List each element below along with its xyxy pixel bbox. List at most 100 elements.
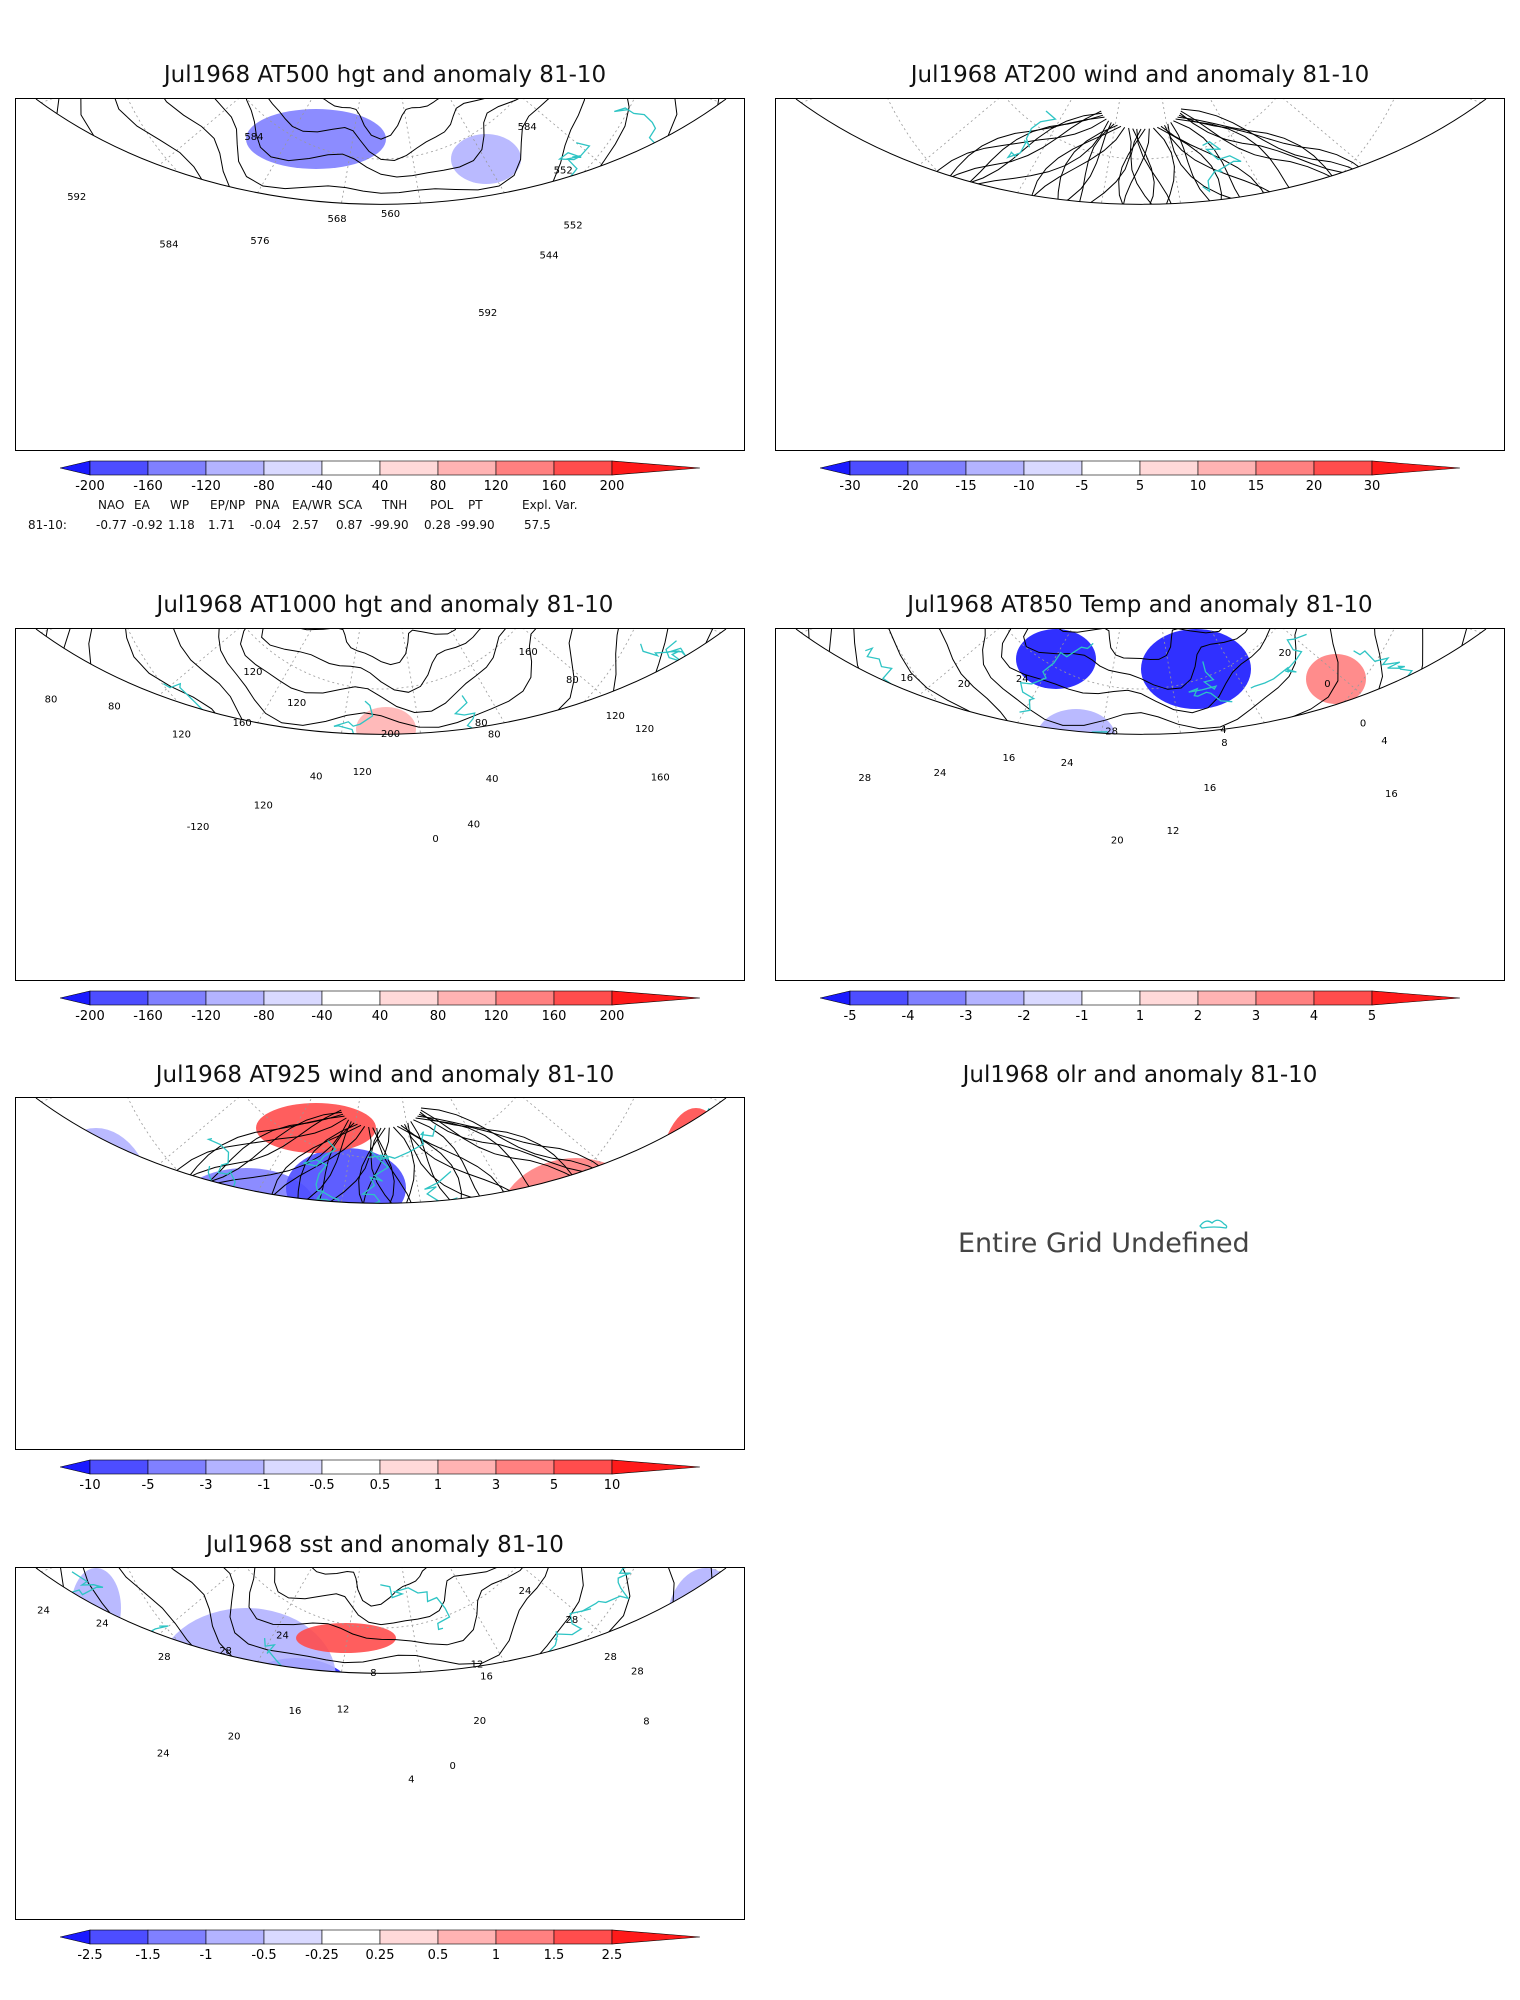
contour-label: 16: [480, 1671, 493, 1682]
contour-label: 120: [254, 800, 273, 811]
colorbar-segment: [379, 1929, 439, 1945]
colorbar-segment: [553, 990, 613, 1006]
colorbar-segment: [1313, 460, 1373, 476]
colorbar-segment: [553, 1929, 613, 1945]
contour-label: 80: [475, 718, 488, 729]
projection-mask: [776, 99, 1504, 450]
colorbar-segment: [437, 1459, 497, 1475]
colorbar-tick-label: 15: [1247, 479, 1265, 494]
contour-label: 24: [934, 768, 947, 779]
contour-label: 20: [1111, 835, 1124, 846]
contour-label: 20: [228, 1731, 241, 1742]
colorbar-tick-label: 3: [1251, 1009, 1261, 1024]
anomaly-blob: [1141, 629, 1251, 709]
tele-header: SCA: [338, 498, 363, 512]
panel-title-at925: Jul1968 AT925 wind and anomaly 81-10: [155, 1062, 615, 1088]
contour-label: -120: [187, 822, 210, 833]
tele-value: -99.90: [370, 518, 409, 532]
colorbar-tick-label: 0.25: [365, 1948, 395, 1963]
colorbar-tick-label: -2.5: [77, 1948, 103, 1963]
contour-label: 584: [244, 132, 263, 143]
contour-label: 0: [432, 834, 438, 845]
contour-label: 552: [564, 220, 583, 231]
colorbar-segment: [263, 1459, 323, 1475]
colorbar-segment: [495, 990, 555, 1006]
tele-value: -99.90: [456, 518, 495, 532]
anomaly-blob: [296, 1623, 396, 1653]
panel-title-at1000: Jul1968 AT1000 hgt and anomaly 81-10: [156, 592, 614, 618]
contour-label: 20: [958, 679, 971, 690]
contour-label: 200: [381, 729, 400, 740]
colorbar-at1000: -200 -160 -120 -80 -40 40 80 120 160 200: [60, 989, 700, 1029]
contour-label: 584: [159, 240, 178, 251]
colorbar-tick-label: 3: [491, 1478, 501, 1493]
colorbar-tick-label: -30: [839, 479, 861, 494]
colorbar-tick-label: -120: [191, 1009, 221, 1024]
colorbar-tick-label: -5: [843, 1009, 857, 1024]
map-at925: [15, 1097, 745, 1450]
colorbar-segment: [907, 990, 967, 1006]
tele-header: EA/WR: [292, 498, 333, 512]
colorbar-tick-label: 0.5: [427, 1948, 449, 1963]
colorbar-arrow-right: [611, 460, 700, 476]
hemisphere-edge: [35, 99, 727, 205]
map-at200: [775, 98, 1505, 451]
contour-label: 40: [486, 774, 499, 785]
contour-label: 160: [233, 718, 252, 729]
colorbar-at200: -30 -20 -15 -10 -5 5 10 15 20 30: [820, 459, 1460, 499]
contour-label: 576: [250, 236, 269, 247]
colorbar-arrow-left: [820, 460, 851, 476]
colorbar-tick-label: -80: [253, 479, 275, 494]
colorbar-arrow-left: [60, 990, 91, 1006]
tele-header: TNH: [382, 498, 408, 512]
tele-value: 0.87: [336, 518, 363, 532]
colorbar-tick-label: 2: [1193, 1009, 1203, 1024]
colorbar-segment: [1023, 460, 1083, 476]
contour-label: 28: [604, 1652, 617, 1663]
hemisphere-edge: [795, 629, 1487, 735]
colorbar-segment: [553, 460, 613, 476]
colorbar-segment: [205, 990, 265, 1006]
tele-value: -0.04: [250, 518, 282, 532]
colorbar-tick-label: 1: [1135, 1009, 1145, 1024]
colorbar-arrow-right: [611, 990, 700, 1006]
contour-label: 24: [276, 1631, 289, 1642]
projection-mask: [16, 1568, 744, 1919]
colorbar-at925: -10 -5 -3 -1 -0.5 0.5 1 3 5 10: [60, 1458, 700, 1498]
colorbar-tick-label: -120: [191, 479, 221, 494]
tele-row-label: 81-10:: [28, 518, 67, 532]
colorbar-tick-label: 200: [599, 1009, 625, 1024]
tele-value: 2.57: [292, 518, 319, 532]
contour-label: 560: [381, 209, 400, 220]
contour-label: 12: [1167, 826, 1180, 837]
colorbar-segment: [495, 1459, 555, 1475]
contour-label: 24: [1061, 758, 1074, 769]
map-at500: 584 552 552 544 592 560 568 576 584 592 584: [15, 98, 745, 451]
contour-label: 80: [566, 675, 579, 686]
colorbar-tick-label: 1: [433, 1478, 443, 1493]
projection-mask: [16, 1098, 744, 1449]
colorbar-tick-label: 5: [549, 1478, 559, 1493]
contour-label: 28: [1105, 726, 1118, 737]
hemisphere-edge: [35, 629, 727, 735]
colorbar-sst: -2.5 -1.5 -1 -0.5 -0.25 0.25 0.5 1 1.5 2.5: [60, 1928, 700, 1968]
colorbar-tick-label: 120: [483, 1009, 509, 1024]
colorbar-tick-label: -40: [311, 479, 333, 494]
contour-label: 24: [519, 1586, 532, 1597]
colorbar-segment: [495, 1929, 555, 1945]
panel-title-olr: Jul1968 olr and anomaly 81-10: [962, 1062, 1318, 1088]
colorbar-tick-label: 160: [541, 479, 567, 494]
tele-header: WP: [170, 498, 190, 512]
contour-label: 28: [858, 773, 871, 784]
anomaly-blob: [1306, 654, 1366, 704]
tele-header: Expl. Var.: [522, 498, 578, 512]
colorbar-tick-label: -200: [75, 479, 105, 494]
contour-label: 28: [631, 1667, 644, 1678]
colorbar-segment: [849, 460, 909, 476]
contour-label: 120: [287, 698, 306, 709]
contour-label: 160: [519, 647, 538, 658]
colorbar-arrow-left: [60, 1459, 91, 1475]
colorbar-segment: [1313, 990, 1373, 1006]
colorbar-tick-label: 120: [483, 479, 509, 494]
panel-title-sst: Jul1968 sst and anomaly 81-10: [206, 1532, 564, 1558]
